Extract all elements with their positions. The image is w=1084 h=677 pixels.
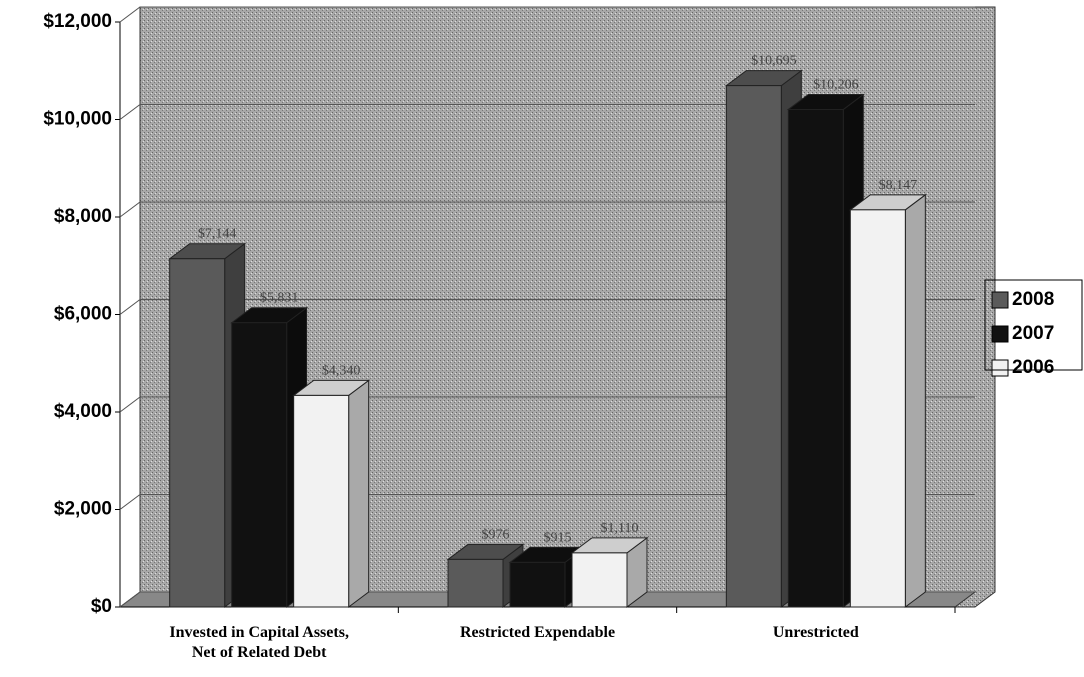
- y-tick-label: $10,000: [43, 109, 112, 130]
- data-label: $915: [544, 530, 572, 545]
- data-label: $1,110: [601, 521, 639, 536]
- grid-line: [119, 494, 975, 510]
- bar: [571, 552, 628, 608]
- legend-label: 2008: [1012, 289, 1054, 310]
- y-tick-label: $12,000: [43, 11, 112, 32]
- legend-box: [984, 279, 1083, 371]
- data-label: $10,206: [813, 77, 859, 92]
- grid-line: [119, 591, 975, 608]
- grid-line: [119, 201, 975, 218]
- legend-swatch: [991, 291, 1009, 309]
- bar: [169, 258, 226, 608]
- y-tick-label: $2,000: [54, 499, 112, 520]
- x-tick-label: Invested in Capital Assets, Net of Relat…: [169, 624, 349, 661]
- y-tick-label: $6,000: [54, 304, 112, 325]
- bar: [725, 85, 782, 608]
- bar: [849, 209, 906, 608]
- bar: [231, 322, 288, 608]
- grid-line: [119, 396, 975, 413]
- bar: [787, 108, 844, 608]
- data-label: $4,340: [322, 363, 361, 378]
- y-tick-label: $0: [91, 596, 112, 617]
- data-label: $10,695: [751, 54, 797, 69]
- grid-line: [119, 104, 975, 120]
- legend-label: 2007: [1012, 323, 1054, 344]
- bar: [293, 394, 350, 608]
- legend-swatch: [991, 325, 1009, 343]
- bar-side: [348, 379, 370, 608]
- bar: [447, 558, 504, 608]
- y-tick-label: $8,000: [54, 206, 112, 227]
- data-label: $8,147: [879, 178, 918, 193]
- legend-label: 2006: [1012, 357, 1054, 378]
- legend-swatch: [991, 359, 1009, 377]
- data-label: $7,144: [198, 227, 237, 242]
- y-tick-label: $4,000: [54, 401, 112, 422]
- data-label: $976: [482, 527, 510, 542]
- data-label: $5,831: [260, 291, 299, 306]
- grid-line: [119, 299, 975, 315]
- bar: [509, 561, 566, 608]
- x-tick-label: Unrestricted: [772, 624, 859, 641]
- bar-side: [904, 193, 926, 608]
- x-tick-label: Restricted Expendable: [459, 624, 616, 641]
- grid-line: [119, 6, 975, 23]
